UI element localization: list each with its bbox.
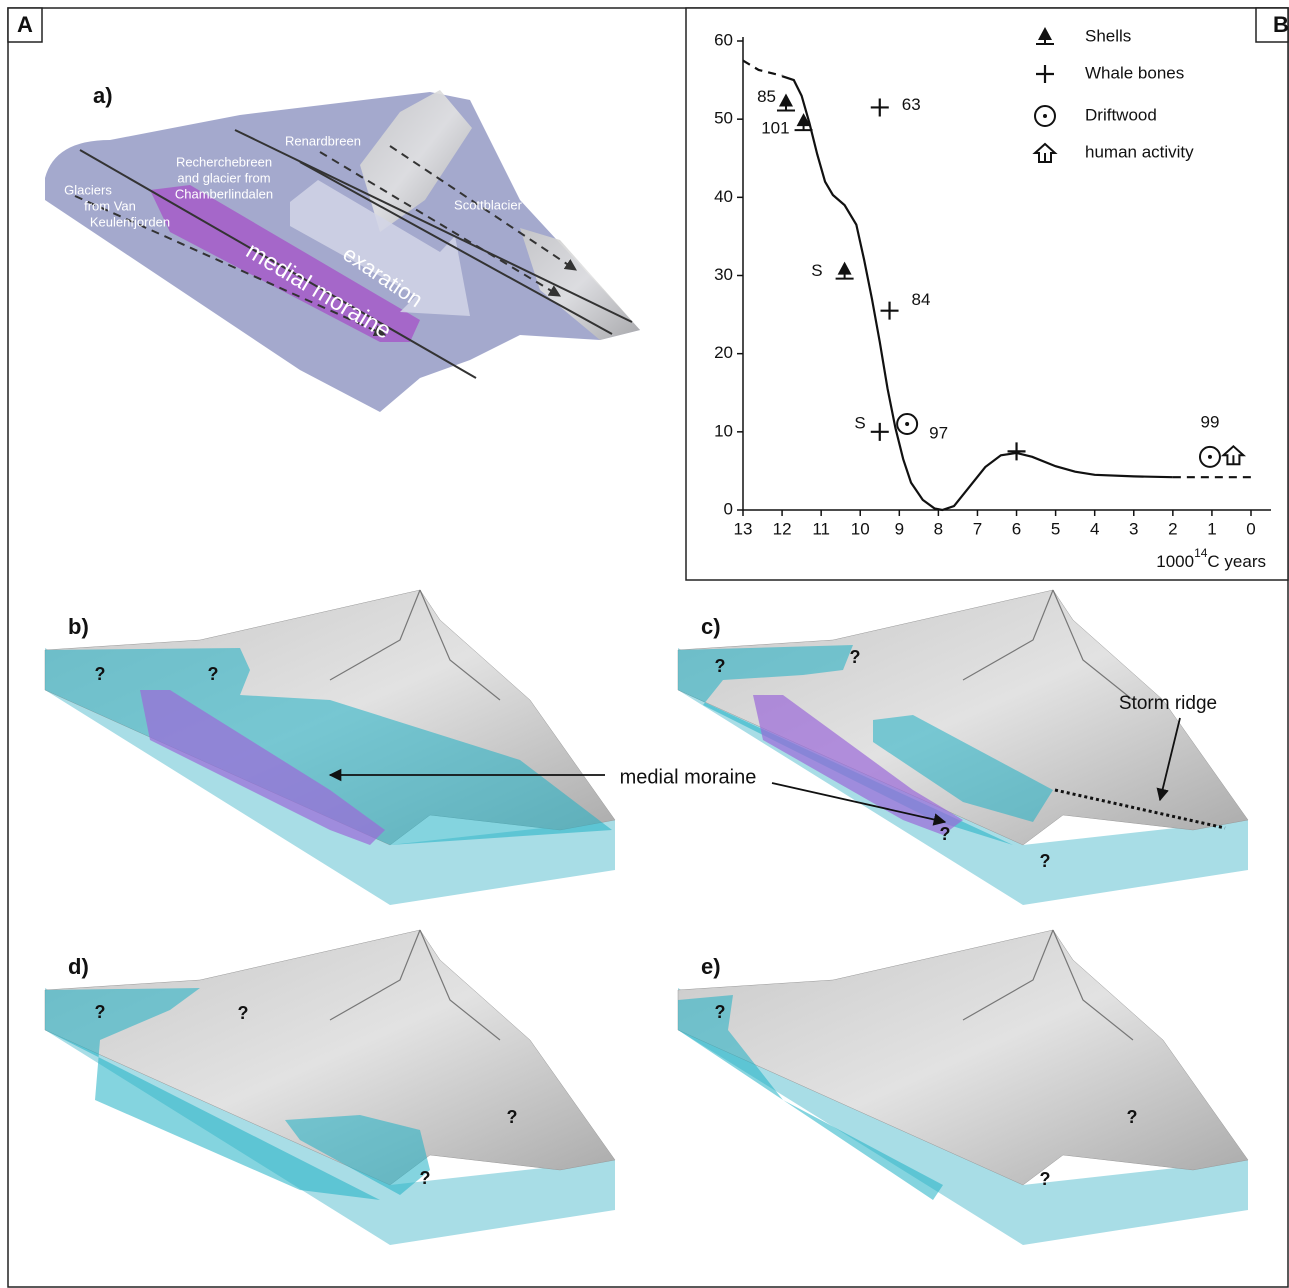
y-tick-label: 30 <box>714 265 733 284</box>
y-tick-label: 0 <box>724 499 733 518</box>
glacier-name: and glacier from <box>177 170 270 185</box>
question-mark: ? <box>1040 1169 1051 1189</box>
glacier-name: Renardbreen <box>285 133 361 148</box>
panel-label: e) <box>701 954 721 979</box>
point-label: 101 <box>761 119 789 138</box>
glacier-name: Glaciers <box>64 182 112 197</box>
y-tick-label: 60 <box>714 30 733 49</box>
glacier-name: Chamberlindalen <box>175 186 273 201</box>
point-label: 85 <box>757 87 776 106</box>
point-label: S <box>854 413 865 432</box>
block-diagram: c)???? <box>678 590 1248 905</box>
x-tick-label: 6 <box>1012 519 1021 538</box>
x-tick-label: 2 <box>1168 519 1177 538</box>
y-tick-label: 50 <box>714 109 733 128</box>
y-tick-label: 20 <box>714 343 733 362</box>
panel-letter: B <box>1273 12 1289 37</box>
point-label: 99 <box>1201 412 1220 431</box>
question-mark: ? <box>1127 1107 1138 1127</box>
panel-label: b) <box>68 614 89 639</box>
glacier-name: from Van <box>84 198 136 213</box>
x-tick-label: 10 <box>851 519 870 538</box>
x-tick-label: 4 <box>1090 519 1099 538</box>
annotation: medial moraine <box>620 766 757 788</box>
x-tick-label: 5 <box>1051 519 1060 538</box>
x-tick-label: 1 <box>1207 519 1216 538</box>
data-point <box>897 414 917 434</box>
axis-label-part: C years <box>1207 552 1266 571</box>
block-diagram: d)???? <box>45 930 615 1245</box>
y-tick-label: 40 <box>714 187 733 206</box>
legend-label: Shells <box>1085 26 1131 45</box>
data-point <box>1200 447 1220 467</box>
panel-label: c) <box>701 614 721 639</box>
legend-label: Whale bones <box>1085 63 1184 82</box>
panels-b-e: b)??c)????d)????e)??? <box>45 590 1248 1245</box>
panel-b-frame <box>686 8 1288 580</box>
point-label: 97 <box>929 424 948 443</box>
figure: A B a) Renardbreen Recherchebreen and gl… <box>0 0 1289 1288</box>
panel-label: a) <box>93 83 113 108</box>
question-mark: ? <box>940 824 951 844</box>
x-tick-label: 13 <box>734 519 753 538</box>
legend-label: human activity <box>1085 142 1194 161</box>
x-tick-label: 11 <box>812 519 830 538</box>
question-mark: ? <box>208 664 219 684</box>
x-tick-label: 9 <box>895 519 904 538</box>
panel-label: d) <box>68 954 89 979</box>
annotation: Storm ridge <box>1119 693 1217 714</box>
point-label: 63 <box>902 95 921 114</box>
point-label: 84 <box>912 290 931 309</box>
terrain <box>678 930 1248 1185</box>
y-tick-label: 10 <box>714 421 733 440</box>
circle-dot <box>905 422 909 426</box>
panel-letter: A <box>17 12 33 37</box>
x-tick-label: 3 <box>1129 519 1138 538</box>
glacier-name: Keulenfjorden <box>90 214 170 229</box>
x-tick-label: 8 <box>934 519 943 538</box>
x-tick-label: 7 <box>973 519 982 538</box>
question-mark: ? <box>715 1002 726 1022</box>
axis-label-part: 1000 <box>1156 552 1194 571</box>
block-diagram: e)??? <box>678 930 1248 1245</box>
panel-a-diagram: a) Renardbreen Recherchebreen and glacie… <box>45 83 640 412</box>
glacier-name: Scottblacier <box>454 197 523 212</box>
question-mark: ? <box>420 1168 431 1188</box>
circle-dot <box>1043 114 1047 118</box>
legend-label: Driftwood <box>1085 105 1157 124</box>
circle-dot <box>1208 455 1212 459</box>
question-mark: ? <box>95 664 106 684</box>
question-mark: ? <box>238 1003 249 1023</box>
question-mark: ? <box>507 1107 518 1127</box>
glacier-name: Recherchebreen <box>176 154 272 169</box>
point-label: S <box>811 261 822 280</box>
axis-label-part: 14 <box>1194 546 1208 560</box>
question-mark: ? <box>1040 851 1051 871</box>
legend-symbol <box>1035 106 1055 126</box>
question-mark: ? <box>95 1002 106 1022</box>
x-tick-label: 0 <box>1246 519 1255 538</box>
block-diagram: b)?? <box>45 590 615 905</box>
x-tick-label: 12 <box>773 519 792 538</box>
question-mark: ? <box>850 647 861 667</box>
question-mark: ? <box>715 656 726 676</box>
